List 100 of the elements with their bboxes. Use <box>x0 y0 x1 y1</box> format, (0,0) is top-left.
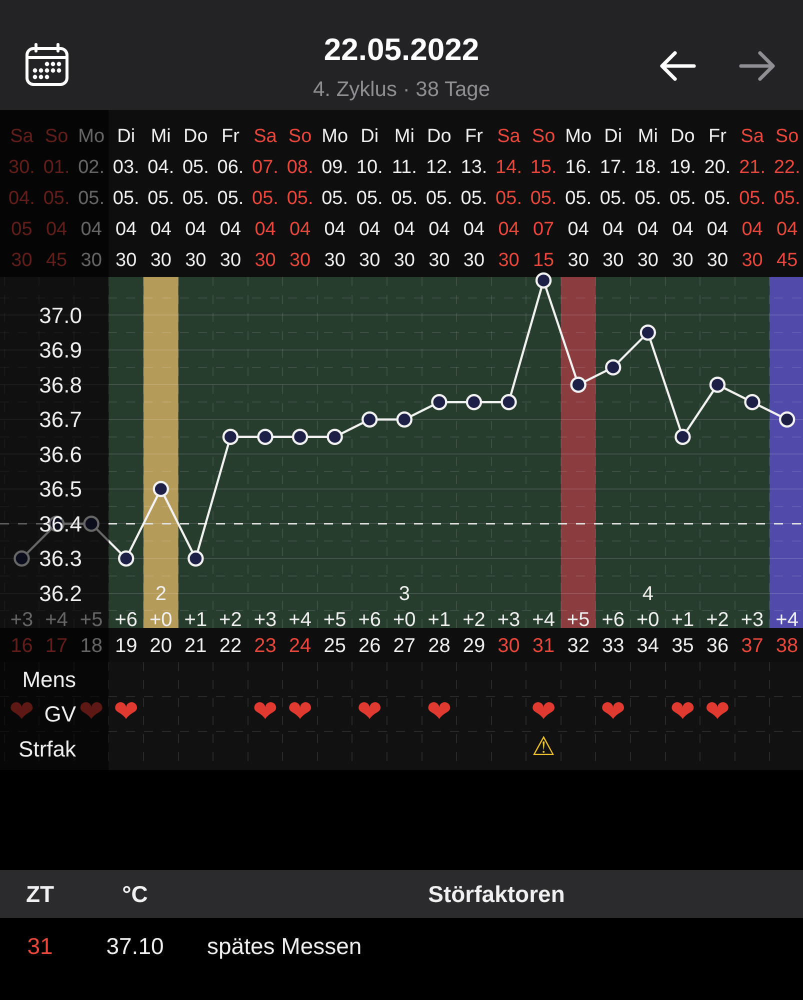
x2-tick-label: Do 12. 05. 04 30 <box>426 126 452 272</box>
x2-tick-label: Sa 21. 05. 04 30 <box>739 126 766 272</box>
x2-tick-label: Di 17. 05. 04 30 <box>600 126 626 272</box>
x-tick-label: +4 31 <box>532 609 555 657</box>
x2-tick-label: Sa 30. 04. 05 30 <box>8 126 35 272</box>
text: ❤ <box>600 694 626 730</box>
x2-tick-label: Mi 04. 05. 04 30 <box>148 126 174 272</box>
x2-tick-label: Mo 16. 05. 04 30 <box>565 126 592 272</box>
point <box>431 394 448 410</box>
text: ⚠ <box>532 732 556 762</box>
point <box>152 480 169 498</box>
x-tick-label: +6 33 <box>602 609 625 657</box>
x2-tick-label: So 01. 05. 04 45 <box>43 126 70 272</box>
point <box>14 550 30 567</box>
text: ❤ <box>426 694 452 730</box>
x2-tick-label: Mi 11. 05. 04 30 <box>391 126 418 272</box>
text: ❤ <box>9 694 34 730</box>
x-tick-label: +4 24 <box>288 609 312 657</box>
x2-tick-label: So 08. 05. 04 30 <box>286 126 314 272</box>
text: 37.10 <box>105 932 165 961</box>
x-tick-label: +4 38 <box>776 609 798 657</box>
x2-tick-label: Mo 09. 05. 04 30 <box>322 126 348 272</box>
x2-tick-label: Do 05. 05. 04 30 <box>182 126 209 272</box>
text: ❤ <box>530 694 556 730</box>
text: spätes Messen <box>207 932 363 961</box>
chart-title: 22.05.2022 <box>322 32 480 68</box>
y-tick-label: Mens <box>22 667 76 692</box>
category-label: °C <box>121 880 149 909</box>
y-tick-label: 36.7 <box>39 407 82 432</box>
x2-tick-label: Di 03. 05. 04 30 <box>112 126 140 272</box>
x-tick-label: 4 +0 34 <box>636 583 660 657</box>
y-tick-label: 36.3 <box>39 546 82 572</box>
x-tick-label: +2 22 <box>219 609 242 657</box>
text: ❤ <box>704 694 730 730</box>
y-tick-label: GV <box>44 702 76 727</box>
x-tick-label: +6 19 <box>114 609 138 657</box>
point <box>396 411 412 428</box>
chart-subtitle: 4. Zyklus · 38 Tage <box>312 77 492 103</box>
point <box>257 428 274 445</box>
y-tick-label: 36.4 <box>39 511 82 536</box>
text: ❤ <box>78 694 104 730</box>
x-tick-label: +2 29 <box>462 609 486 657</box>
point <box>709 376 726 393</box>
text: 31 <box>26 932 54 961</box>
x-tick-label: +5 32 <box>566 609 590 657</box>
x2-tick-label: Do 19. 05. 04 30 <box>669 126 696 272</box>
point <box>466 394 482 410</box>
y-tick-label: 36.5 <box>39 476 82 502</box>
x-tick-label: 3 +0 27 <box>392 583 416 657</box>
y-tick-label: 36.2 <box>39 580 82 606</box>
x-tick-label: +5 25 <box>323 609 346 657</box>
x2-tick-label: So 15. 05. 07 15 <box>530 126 557 272</box>
x2-tick-label: Mi 18. 05. 04 30 <box>634 126 662 272</box>
point <box>188 550 204 567</box>
text: ❤ <box>357 694 382 730</box>
x-tick-label: +1 21 <box>184 609 208 657</box>
y-tick-label: 36.8 <box>39 372 82 398</box>
point <box>640 324 656 341</box>
y-tick-label: Strfak <box>18 736 77 762</box>
x-tick-label: 2 +0 20 <box>149 583 172 657</box>
point <box>535 272 552 289</box>
y-tick-label: 36.9 <box>39 338 82 363</box>
x2-tick-label: Di 10. 05. 04 30 <box>356 126 383 272</box>
point <box>326 428 343 445</box>
category-label: Störfaktoren <box>427 880 566 909</box>
point <box>744 394 760 410</box>
point <box>292 428 308 445</box>
point <box>222 428 239 445</box>
x-tick-label: +4 17 <box>45 609 68 657</box>
point <box>362 411 378 428</box>
text: ❤ <box>114 694 139 730</box>
point <box>570 376 586 393</box>
text: ❤ <box>670 694 696 730</box>
x2-tick-label: Fr 20. 05. 04 30 <box>704 126 731 272</box>
x2-tick-label: Sa 14. 05. 04 30 <box>496 126 522 272</box>
point <box>83 516 100 532</box>
x2-tick-label: Sa 07. 05. 04 30 <box>252 126 278 272</box>
y-tick-label: 36.6 <box>39 442 82 467</box>
point <box>118 550 134 567</box>
point <box>674 428 691 445</box>
y-tick-label: 37.0 <box>39 302 82 328</box>
x-tick-label: +5 18 <box>80 609 103 657</box>
x-tick-label: +2 36 <box>706 609 729 657</box>
point <box>605 359 622 376</box>
x-tick-label: +3 23 <box>254 609 277 657</box>
point <box>500 394 517 410</box>
x-tick-label: +1 28 <box>428 609 451 657</box>
x2-tick-label: So 22. 05. 04 45 <box>774 126 800 272</box>
text: ❤ <box>252 694 278 730</box>
x2-tick-label: Fr 13. 05. 04 30 <box>460 126 488 272</box>
x-tick-label: +3 30 <box>497 609 520 657</box>
x2-tick-label: Mo 02. 05. 04 30 <box>78 126 105 272</box>
category-label: ZT <box>24 880 56 909</box>
x-tick-label: +3 37 <box>740 609 764 657</box>
x-tick-label: +3 16 <box>10 609 34 657</box>
x2-tick-label: Fr 06. 05. 04 30 <box>217 126 244 272</box>
point <box>778 411 796 428</box>
text: ❤ <box>287 694 313 730</box>
x-tick-label: +1 35 <box>671 609 694 657</box>
x-tick-label: +6 26 <box>358 609 382 657</box>
